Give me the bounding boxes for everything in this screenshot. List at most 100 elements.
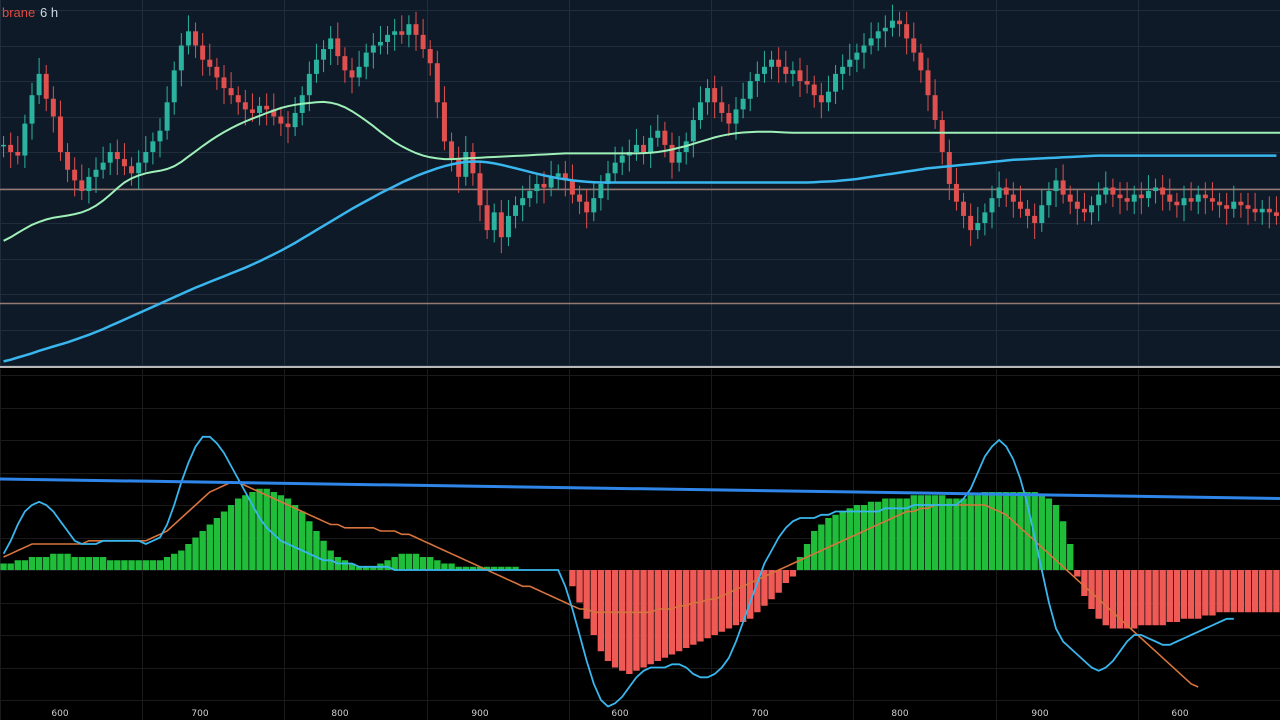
candle-body — [932, 95, 938, 121]
x-tick-label: 800 — [331, 709, 348, 719]
histogram-bar-negative — [761, 570, 768, 606]
signal-line[interactable] — [3, 481, 1199, 688]
histogram-bar-positive — [889, 498, 896, 570]
candle-body — [811, 84, 817, 96]
candle-body — [1124, 198, 1130, 202]
price-panel-bg — [0, 0, 1280, 368]
candle-body — [264, 105, 270, 110]
histogram-bar-positive — [1059, 521, 1067, 570]
candle-body — [285, 123, 291, 128]
histogram-bar-negative — [725, 570, 733, 629]
candle-body — [1010, 194, 1016, 202]
candle-body — [321, 49, 327, 60]
candle-body — [363, 52, 369, 67]
histogram-bar-positive — [846, 508, 853, 570]
histogram-bar-positive — [405, 553, 413, 570]
candle-body — [406, 24, 412, 35]
histogram-bar-positive — [149, 560, 157, 570]
candle-body — [968, 215, 974, 231]
candle-body — [1224, 205, 1230, 209]
candle-body — [1131, 194, 1137, 202]
candle-body — [36, 73, 42, 96]
candle-body — [1039, 205, 1045, 223]
candle-body — [392, 31, 398, 35]
candle-body — [57, 116, 63, 152]
candle-body — [925, 70, 931, 96]
candle-body — [178, 45, 184, 71]
candle-body — [584, 201, 590, 213]
histogram-bar-positive — [348, 563, 356, 570]
histogram-bar-negative — [789, 570, 797, 577]
histogram-bar-positive — [320, 540, 327, 570]
candle-body — [562, 173, 568, 181]
candle-body — [861, 45, 867, 53]
candle-body — [726, 112, 732, 124]
histogram-bar-positive — [185, 544, 192, 570]
candle-body — [790, 70, 796, 74]
oscillator-lines — [0, 435, 1280, 708]
oscillator-trend-line[interactable] — [0, 477, 1280, 500]
candle-body — [783, 66, 789, 74]
histogram-bar-positive — [135, 560, 142, 570]
histogram-bar-positive — [1010, 492, 1017, 570]
candle-body — [1245, 205, 1251, 209]
candle-body — [200, 45, 206, 60]
histogram-bar-negative — [633, 570, 640, 671]
candle-body — [804, 81, 810, 85]
histogram-bar-negative — [597, 570, 605, 652]
histogram-bar-positive — [917, 495, 925, 570]
x-tick-label: 700 — [191, 709, 208, 719]
candle-body — [619, 155, 625, 163]
histogram-bar-positive — [0, 563, 7, 570]
candle-body — [989, 198, 995, 213]
ma-fast-line[interactable] — [3, 100, 1280, 242]
candle-body — [221, 77, 227, 89]
candle-body — [235, 95, 241, 103]
candle-body — [420, 34, 426, 50]
candle-body — [1160, 187, 1166, 195]
candle-body — [107, 152, 113, 163]
histogram-bar-negative — [1180, 570, 1188, 619]
histogram-bar-positive — [256, 488, 263, 570]
histogram-bar-negative — [654, 570, 661, 661]
histogram-bar-negative — [1273, 570, 1280, 613]
moving-averages — [3, 100, 1280, 363]
candle-body — [171, 70, 177, 103]
candle-body — [833, 73, 839, 92]
histogram-bar-positive — [92, 557, 100, 570]
histogram-bar-positive — [227, 505, 235, 570]
candle-body — [690, 120, 696, 142]
histogram-bar-negative — [1237, 570, 1245, 613]
histogram-bar-negative — [1259, 570, 1266, 613]
candle-body — [939, 120, 945, 152]
histogram-bar-negative — [754, 570, 761, 613]
candlestick-series — [1, 4, 1279, 254]
histogram-bar-negative — [711, 570, 718, 635]
candle-body — [207, 59, 213, 67]
histogram-bar-positive — [1067, 544, 1074, 570]
candle-body — [776, 59, 782, 67]
macd-line[interactable] — [2, 435, 1234, 708]
candle-body — [79, 180, 85, 192]
histogram-bar-positive — [28, 557, 36, 570]
histogram-bar-positive — [43, 557, 50, 570]
histogram-bar-positive — [114, 560, 121, 570]
histogram-bar-positive — [412, 553, 420, 570]
histogram-bar-negative — [697, 570, 704, 642]
x-axis-ticks: 600 700 800 900 600 700 800 900 600 — [51, 709, 1188, 719]
histogram-bar-negative — [1209, 570, 1216, 616]
histogram-bar-negative — [1166, 570, 1173, 622]
symbol-header[interactable]: brane 6 h — [2, 5, 58, 20]
histogram-bar-positive — [867, 501, 875, 570]
histogram-bar-positive — [491, 566, 498, 570]
histogram-bar-positive — [50, 553, 57, 570]
x-tick-label: 600 — [51, 709, 68, 719]
x-tick-label: 700 — [751, 709, 768, 719]
candle-body — [313, 59, 319, 74]
ma-slow-line[interactable] — [3, 154, 1277, 363]
candle-body — [1273, 212, 1279, 216]
candle-body — [370, 45, 376, 53]
candle-body — [93, 169, 99, 177]
histogram-bar-positive — [910, 495, 917, 570]
